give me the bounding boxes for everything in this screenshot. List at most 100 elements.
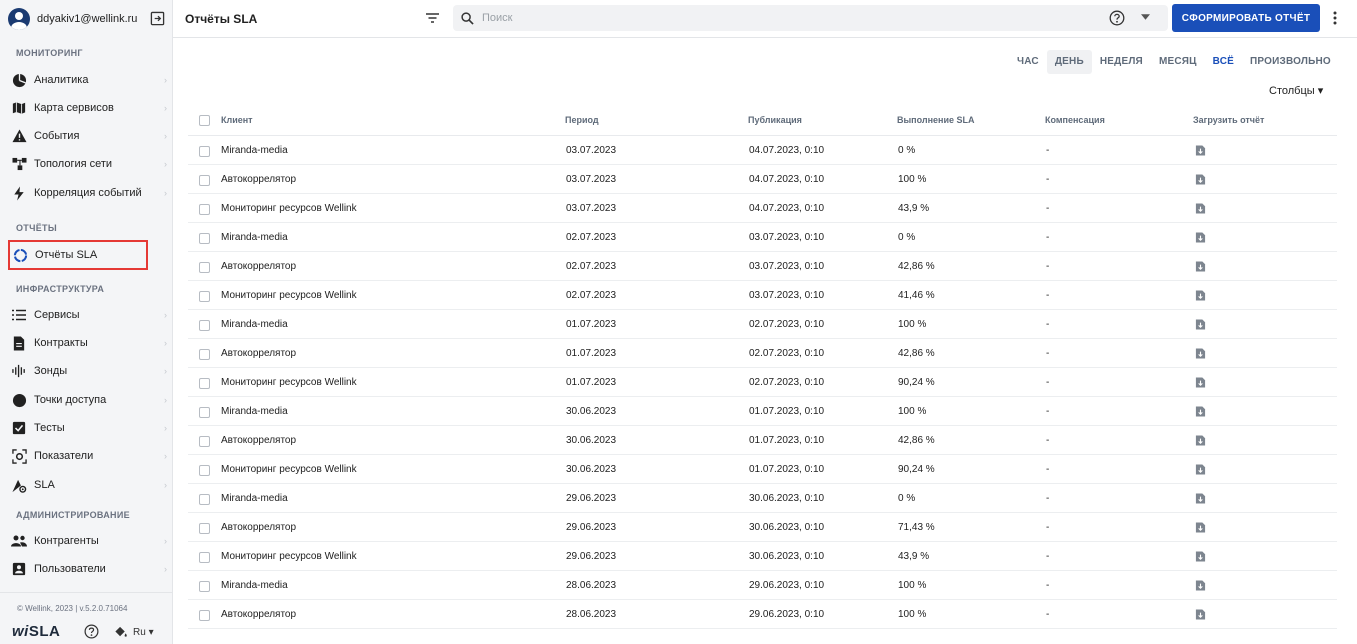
table-row[interactable]: Автокоррелятор 29.06.2023 30.06.2023, 0:10… [188,513,1337,542]
sidebar-item-probes[interactable]: Зонды › [0,357,172,385]
table-row[interactable]: Miranda-media 30.06.2023 01.07.2023, 0:10 1… [188,397,1337,426]
table-row[interactable]: Автокоррелятор 01.07.2023 02.07.2023, 0:10… [188,339,1337,368]
row-checkbox[interactable] [199,552,210,563]
table-row[interactable]: Мониторинг ресурсов Wellink 01.07.2023 02.… [188,368,1337,397]
row-checkbox[interactable] [199,291,210,302]
row-checkbox[interactable] [199,407,210,418]
download-report-icon[interactable] [1195,377,1206,388]
top-bar: Отчёты SLA СФОРМИРОВАТЬ ОТЧЁТ [173,0,1357,38]
table-row[interactable]: Miranda-media 29.06.2023 30.06.2023, 0:10 0… [188,484,1337,513]
download-report-icon[interactable] [1195,145,1206,156]
cell-client: Miranda-media [221,232,288,243]
table-row[interactable]: Автокоррелятор 03.07.2023 04.07.2023, 0:10… [188,165,1337,194]
period-tab-custom[interactable]: ПРОИЗВОЛЬНО [1250,56,1331,67]
row-checkbox[interactable] [199,175,210,186]
cell-published: 30.06.2023, 0:10 [749,522,825,533]
search-input[interactable] [482,12,1082,24]
row-checkbox[interactable] [199,610,210,621]
select-all-checkbox[interactable] [199,115,210,126]
sidebar-item-events[interactable]: События › [0,122,172,150]
sidebar-item-metrics[interactable]: Показатели › [0,442,172,470]
period-tab-day[interactable]: ДЕНЬ [1046,50,1092,74]
download-report-icon[interactable] [1195,551,1206,562]
row-checkbox[interactable] [199,465,210,476]
download-report-icon[interactable] [1195,232,1206,243]
row-checkbox[interactable] [199,262,210,273]
download-report-icon[interactable] [1195,580,1206,591]
period-tab-week[interactable]: НЕДЕЛЯ [1099,56,1143,67]
period-tab-all[interactable]: ВСЁ [1212,56,1235,67]
table-row[interactable]: Мониторинг ресурсов Wellink 29.06.2023 30.… [188,542,1337,571]
download-report-icon[interactable] [1195,464,1206,475]
search-box[interactable] [453,5,1168,31]
period-tab-month[interactable]: МЕСЯЦ [1158,56,1197,67]
column-header-download[interactable]: Загрузить отчёт [1193,115,1265,125]
download-report-icon[interactable] [1195,174,1206,185]
column-header-compensation[interactable]: Компенсация [1045,115,1105,125]
generate-report-button[interactable]: СФОРМИРОВАТЬ ОТЧЁТ [1172,4,1320,32]
download-report-icon[interactable] [1195,609,1206,620]
row-checkbox[interactable] [199,581,210,592]
logout-icon[interactable] [150,11,165,26]
row-checkbox[interactable] [199,233,210,244]
sidebar-item-counterparties[interactable]: Контрагенты › [0,527,172,555]
sidebar-item-access-points[interactable]: Точки доступа › [0,386,172,414]
sidebar-item-services[interactable]: Сервисы › [0,301,172,329]
help-icon[interactable] [84,624,99,639]
column-header-client[interactable]: Клиент [221,115,253,125]
download-report-icon[interactable] [1195,319,1206,330]
table-row[interactable]: Miranda-media 01.07.2023 02.07.2023, 0:10 1… [188,310,1337,339]
table-row[interactable]: Мониторинг ресурсов Wellink 02.07.2023 03.… [188,281,1337,310]
table-row[interactable]: Miranda-media 02.07.2023 03.07.2023, 0:10 0… [188,223,1337,252]
download-report-icon[interactable] [1195,203,1206,214]
cell-published: 04.07.2023, 0:10 [749,174,825,185]
user-row[interactable]: ddyakiv1@wellink.ru [0,0,172,38]
help-icon[interactable] [1109,10,1125,26]
sidebar-item-sla-reports[interactable]: Отчёты SLA [8,240,148,270]
sidebar-item-tests[interactable]: Тесты › [0,414,172,442]
row-checkbox[interactable] [199,494,210,505]
sidebar-item-service-map[interactable]: Карта сервисов › [0,94,172,122]
table-row[interactable]: Автокоррелятор 28.06.2023 29.06.2023, 0:10… [188,600,1337,629]
sidebar-item-label: Показатели [34,450,94,462]
more-vert-icon[interactable] [1333,11,1337,25]
table-row[interactable]: Автокоррелятор 02.07.2023 03.07.2023, 0:10… [188,252,1337,281]
paint-bucket-icon[interactable] [113,624,129,639]
download-report-icon[interactable] [1195,493,1206,504]
brand-prefix: wi [12,623,29,640]
sidebar-item-analytics[interactable]: Аналитика › [0,66,172,94]
table-row[interactable]: Автокоррелятор 30.06.2023 01.07.2023, 0:10… [188,426,1337,455]
download-report-icon[interactable] [1195,522,1206,533]
caret-down-icon[interactable] [1141,14,1150,20]
row-checkbox[interactable] [199,146,210,157]
sidebar-item-correlation[interactable]: Корреляция событий › [0,179,172,207]
download-report-icon[interactable] [1195,290,1206,301]
language-select[interactable]: Ru ▾ [133,627,154,638]
row-checkbox[interactable] [199,436,210,447]
columns-dropdown[interactable]: Столбцы ▾ [1269,84,1323,97]
row-checkbox[interactable] [199,523,210,534]
column-header-published[interactable]: Публикация [748,115,802,125]
sidebar-item-users[interactable]: Пользователи › [0,555,172,583]
column-header-period[interactable]: Период [565,115,599,125]
sidebar-item-sla[interactable]: SLA › [0,471,172,499]
download-report-icon[interactable] [1195,435,1206,446]
period-tab-hour[interactable]: ЧАС [1017,56,1039,67]
sidebar-item-topology[interactable]: Топология сети › [0,150,172,178]
sidebar-item-contracts[interactable]: Контракты › [0,329,172,357]
row-checkbox[interactable] [199,349,210,360]
table-row[interactable]: Miranda-media 03.07.2023 04.07.2023, 0:10 0… [188,136,1337,165]
download-report-icon[interactable] [1195,406,1206,417]
row-checkbox[interactable] [199,204,210,215]
table-row[interactable]: Мониторинг ресурсов Wellink 30.06.2023 01.… [188,455,1337,484]
row-checkbox[interactable] [199,320,210,331]
row-checkbox[interactable] [199,378,210,389]
cell-client: Автокоррелятор [221,435,297,446]
download-report-icon[interactable] [1195,348,1206,359]
filter-icon[interactable] [425,12,440,24]
column-header-sla[interactable]: Выполнение SLA [897,115,975,125]
avatar-icon[interactable] [8,8,30,30]
table-row[interactable]: Miranda-media 28.06.2023 29.06.2023, 0:10 1… [188,571,1337,600]
download-report-icon[interactable] [1195,261,1206,272]
table-row[interactable]: Мониторинг ресурсов Wellink 03.07.2023 04.… [188,194,1337,223]
